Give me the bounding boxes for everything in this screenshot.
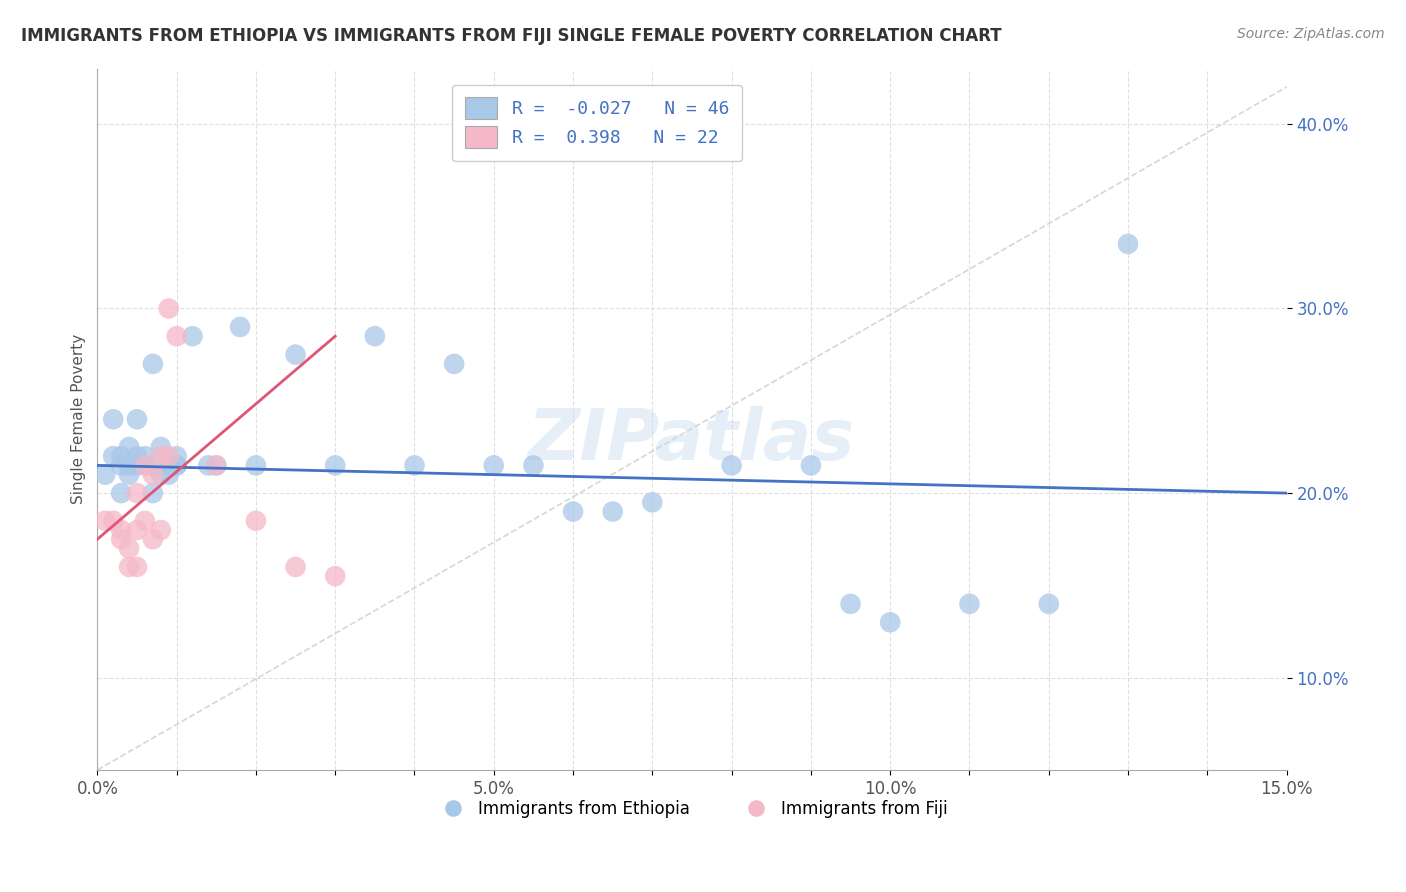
- Point: [142, 357, 165, 371]
- Point: [125, 449, 148, 463]
- Point: [125, 458, 148, 473]
- Point: [118, 440, 141, 454]
- Point: [142, 486, 165, 500]
- Y-axis label: Single Female Poverty: Single Female Poverty: [72, 334, 86, 504]
- Point: [110, 486, 132, 500]
- Point: [157, 301, 180, 316]
- Point: [166, 329, 188, 343]
- Point: [134, 458, 156, 473]
- Point: [839, 597, 862, 611]
- Point: [149, 440, 172, 454]
- Point: [443, 357, 465, 371]
- Point: [959, 597, 981, 611]
- Legend: Immigrants from Ethiopia, Immigrants from Fiji: Immigrants from Ethiopia, Immigrants fro…: [429, 794, 955, 825]
- Point: [157, 449, 180, 463]
- Point: [205, 458, 228, 473]
- Point: [1116, 236, 1139, 251]
- Point: [157, 467, 180, 482]
- Point: [142, 467, 165, 482]
- Text: ZIPatlas: ZIPatlas: [529, 406, 856, 475]
- Point: [149, 449, 172, 463]
- Point: [125, 486, 148, 500]
- Point: [166, 449, 188, 463]
- Point: [134, 514, 156, 528]
- Point: [94, 467, 117, 482]
- Point: [142, 533, 165, 547]
- Point: [110, 449, 132, 463]
- Point: [125, 412, 148, 426]
- Point: [720, 458, 742, 473]
- Point: [205, 458, 228, 473]
- Point: [482, 458, 505, 473]
- Point: [879, 615, 901, 630]
- Point: [166, 458, 188, 473]
- Text: Source: ZipAtlas.com: Source: ZipAtlas.com: [1237, 27, 1385, 41]
- Point: [522, 458, 544, 473]
- Point: [323, 458, 346, 473]
- Point: [229, 320, 252, 334]
- Point: [118, 560, 141, 574]
- Point: [125, 560, 148, 574]
- Point: [142, 458, 165, 473]
- Point: [118, 467, 141, 482]
- Point: [103, 449, 125, 463]
- Point: [110, 523, 132, 537]
- Point: [149, 467, 172, 482]
- Point: [110, 458, 132, 473]
- Point: [323, 569, 346, 583]
- Point: [284, 348, 307, 362]
- Point: [245, 514, 267, 528]
- Point: [103, 514, 125, 528]
- Point: [404, 458, 426, 473]
- Point: [364, 329, 387, 343]
- Point: [562, 504, 585, 518]
- Point: [118, 541, 141, 556]
- Point: [149, 523, 172, 537]
- Point: [118, 458, 141, 473]
- Point: [103, 412, 125, 426]
- Point: [181, 329, 204, 343]
- Point: [602, 504, 624, 518]
- Text: IMMIGRANTS FROM ETHIOPIA VS IMMIGRANTS FROM FIJI SINGLE FEMALE POVERTY CORRELATI: IMMIGRANTS FROM ETHIOPIA VS IMMIGRANTS F…: [21, 27, 1001, 45]
- Point: [166, 458, 188, 473]
- Point: [157, 458, 180, 473]
- Point: [125, 523, 148, 537]
- Point: [245, 458, 267, 473]
- Point: [134, 458, 156, 473]
- Point: [641, 495, 664, 509]
- Point: [1038, 597, 1060, 611]
- Point: [800, 458, 823, 473]
- Point: [197, 458, 219, 473]
- Point: [94, 514, 117, 528]
- Point: [110, 533, 132, 547]
- Point: [284, 560, 307, 574]
- Point: [134, 449, 156, 463]
